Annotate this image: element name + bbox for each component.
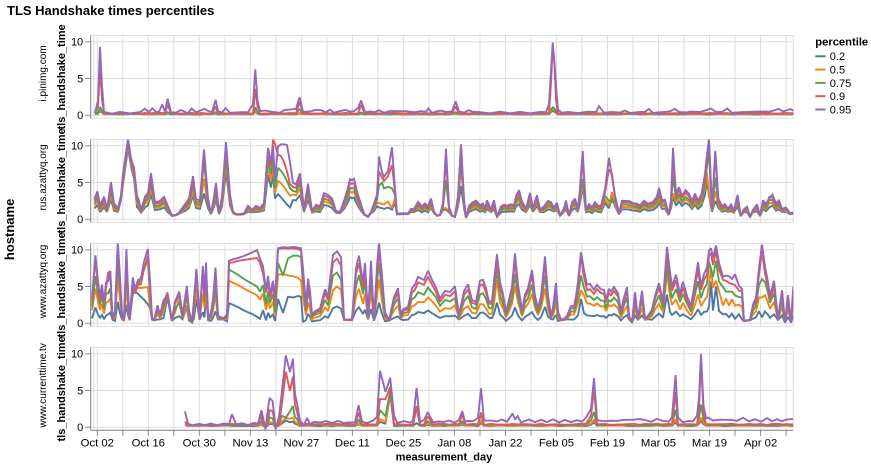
svg-text:0.5: 0.5 bbox=[830, 65, 845, 77]
svg-text:percentile: percentile bbox=[815, 36, 868, 48]
svg-text:5: 5 bbox=[77, 385, 83, 397]
svg-text:tls_handshake_time: tls_handshake_time bbox=[56, 24, 68, 129]
svg-text:Feb 05: Feb 05 bbox=[539, 438, 574, 450]
svg-text:0.75: 0.75 bbox=[830, 78, 851, 90]
svg-text:Jan 08: Jan 08 bbox=[437, 438, 471, 450]
svg-text:www.currenttime.tv: www.currenttime.tv bbox=[38, 343, 49, 428]
svg-text:Apr 02: Apr 02 bbox=[744, 438, 777, 450]
svg-text:rus.azattyq.org: rus.azattyq.org bbox=[38, 144, 49, 210]
svg-text:TLS Handshake times percentile: TLS Handshake times percentiles bbox=[7, 3, 214, 18]
svg-text:www.azattyq.org: www.azattyq.org bbox=[38, 245, 49, 319]
svg-text:Oct 30: Oct 30 bbox=[183, 438, 216, 450]
svg-text:0.95: 0.95 bbox=[830, 104, 851, 116]
svg-text:0.2: 0.2 bbox=[830, 51, 845, 63]
svg-text:10: 10 bbox=[71, 349, 83, 361]
svg-text:Mar 05: Mar 05 bbox=[641, 438, 676, 450]
svg-text:Nov 13: Nov 13 bbox=[233, 438, 269, 450]
svg-text:10: 10 bbox=[71, 141, 83, 153]
svg-text:5: 5 bbox=[77, 73, 83, 85]
svg-text:5: 5 bbox=[77, 177, 83, 189]
svg-text:0.9: 0.9 bbox=[830, 91, 845, 103]
svg-text:Dec 11: Dec 11 bbox=[335, 438, 370, 450]
svg-text:Nov 27: Nov 27 bbox=[284, 438, 320, 450]
svg-text:Oct 16: Oct 16 bbox=[132, 438, 165, 450]
svg-text:0: 0 bbox=[77, 214, 83, 226]
svg-text:0: 0 bbox=[77, 110, 83, 122]
svg-text:tls_handshake_time: tls_handshake_time bbox=[56, 232, 68, 337]
svg-text:0: 0 bbox=[77, 422, 83, 434]
svg-text:i.pinimg.com: i.pinimg.com bbox=[38, 45, 49, 101]
svg-text:tls_handshake_time: tls_handshake_time bbox=[56, 336, 68, 441]
svg-text:Feb 19: Feb 19 bbox=[590, 438, 625, 450]
svg-text:hostname: hostname bbox=[2, 199, 17, 260]
svg-text:Oct 02: Oct 02 bbox=[81, 438, 114, 450]
svg-text:tls_handshake_time: tls_handshake_time bbox=[56, 128, 68, 233]
svg-text:Dec 25: Dec 25 bbox=[386, 438, 422, 450]
svg-text:0: 0 bbox=[77, 318, 83, 330]
svg-text:10: 10 bbox=[71, 245, 83, 257]
svg-text:5: 5 bbox=[77, 281, 83, 293]
svg-text:measurement_day: measurement_day bbox=[396, 451, 493, 463]
svg-text:Mar 19: Mar 19 bbox=[692, 438, 727, 450]
svg-text:10: 10 bbox=[71, 37, 83, 49]
svg-text:Jan 22: Jan 22 bbox=[489, 438, 523, 450]
